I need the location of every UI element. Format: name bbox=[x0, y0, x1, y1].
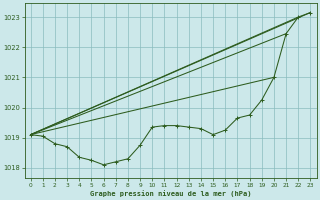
X-axis label: Graphe pression niveau de la mer (hPa): Graphe pression niveau de la mer (hPa) bbox=[90, 190, 251, 197]
